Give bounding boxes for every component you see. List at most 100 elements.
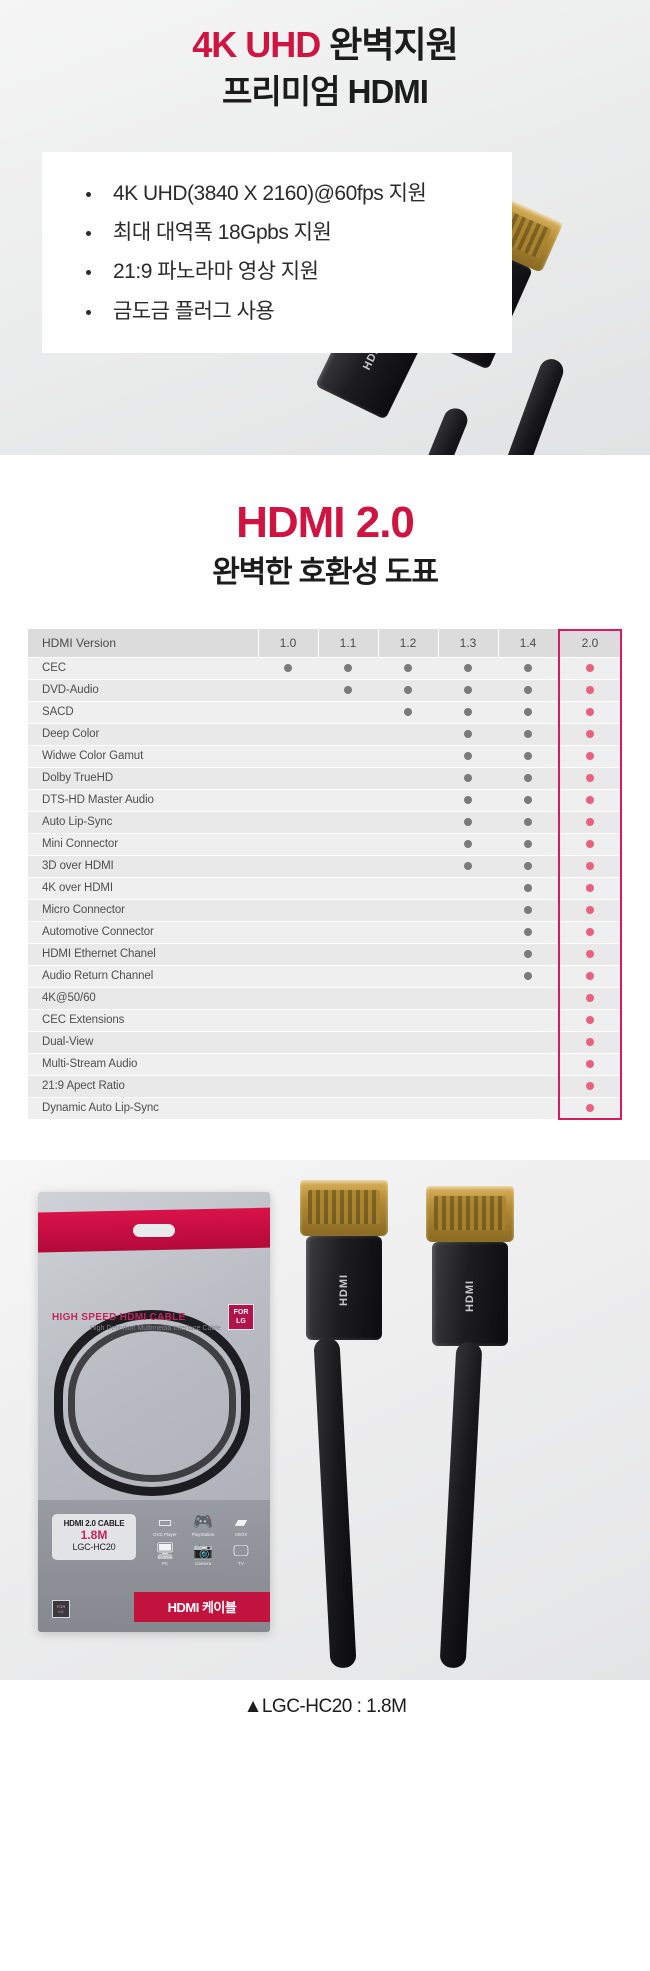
spec-item: 21:9 파노라마 영상 지원 [42, 252, 512, 291]
hero-title-line1: 4K UHD 완벽지원 [0, 22, 650, 67]
support-cell [438, 679, 498, 702]
column-header-v20: 2.0 [558, 629, 623, 658]
support-cell [378, 943, 438, 966]
feature-name-cell: CEC Extensions [28, 1009, 258, 1032]
supported-dot-icon [404, 708, 412, 717]
dvd-player-icon-glyph: ▭ [157, 1513, 173, 1531]
camera-icon-glyph: 📷 [193, 1542, 213, 1560]
feature-name-cell: Deep Color [28, 723, 258, 746]
table-row: DVD-Audio [28, 679, 622, 702]
spec-item: 4K UHD(3840 X 2160)@60fps 지원 [42, 174, 512, 213]
support-cell [258, 745, 318, 768]
for-lg-badge-line1: FOR [233, 1308, 249, 1316]
tv-icon-caption: TV [238, 1560, 244, 1566]
support-cell [318, 921, 378, 944]
support-cell [378, 723, 438, 746]
support-cell [558, 833, 622, 856]
table-row: HDMI Ethernet Chanel [28, 943, 622, 966]
support-cell [378, 987, 438, 1010]
supported-dot-icon [586, 664, 594, 673]
support-cell [558, 679, 622, 702]
cable-rear [489, 355, 567, 455]
support-cell [318, 899, 378, 922]
support-cell [558, 1009, 622, 1032]
supported-dot-icon [586, 752, 594, 761]
supported-dot-icon [586, 1016, 594, 1025]
hero-title-rest: 완벽지원 [320, 24, 458, 65]
support-cell [258, 1031, 318, 1054]
supported-dot-icon [464, 686, 472, 695]
supported-dot-icon [586, 1082, 594, 1091]
table-row: 4K@50/60 [28, 987, 622, 1010]
support-cell [318, 745, 378, 768]
cable-coil-outer [54, 1309, 250, 1496]
bullet-icon [86, 192, 91, 197]
support-cell [378, 679, 438, 702]
feature-name-cell: Multi-Stream Audio [28, 1053, 258, 1076]
package-brand-subtext: High Definition Multimedia Interface Cab… [90, 1324, 221, 1332]
supported-dot-icon [586, 730, 594, 739]
support-cell [378, 1009, 438, 1032]
supported-dot-icon [524, 906, 532, 915]
column-header-feature: HDMI Version [28, 629, 259, 658]
feature-name-cell: CEC [28, 657, 258, 680]
support-cell [438, 899, 498, 922]
compatibility-section: HDMI 2.0 완벽한 호환성 도표 HDMI Version 1.0 1.1… [0, 455, 650, 1160]
spec-item-label: 금도금 플러그 사용 [113, 299, 275, 323]
support-cell [558, 723, 622, 746]
pc-icon-caption: PC [161, 1560, 169, 1566]
supported-dot-icon [464, 862, 472, 871]
support-cell [438, 657, 498, 680]
support-cell [438, 789, 498, 812]
camera-icon: 📷 Camera [186, 1543, 220, 1566]
supported-dot-icon [524, 972, 532, 981]
product-caption: ▲LGC-HC20 : 1.8M [0, 1679, 650, 1740]
tv-icon: 🖵 TV [224, 1543, 258, 1566]
supported-dot-icon [586, 1060, 594, 1069]
support-cell [378, 1075, 438, 1098]
supported-dot-icon [464, 730, 472, 739]
support-cell [558, 987, 622, 1010]
compatibility-title: HDMI 2.0 [236, 498, 415, 547]
support-cell [378, 767, 438, 790]
table-row: 4K over HDMI [28, 877, 622, 900]
supported-dot-icon [464, 796, 472, 805]
support-cell [558, 1031, 622, 1054]
support-cell [558, 767, 622, 790]
support-cell [258, 767, 318, 790]
support-cell [498, 657, 558, 680]
package-spec-model: LGC-HC20 [72, 1541, 116, 1552]
support-cell [318, 1031, 378, 1054]
package-red-label: HDMI 케이블 [134, 1591, 270, 1622]
supported-dot-icon [524, 664, 532, 673]
support-cell [318, 833, 378, 856]
support-cell [258, 1075, 318, 1098]
package-spec-block: HDMI 2.0 CABLE 1.8M LGC-HC20 [52, 1513, 136, 1560]
support-cell [438, 965, 498, 988]
support-cell [558, 789, 622, 812]
supported-dot-icon [464, 818, 472, 827]
table-row: Automotive Connector [28, 921, 622, 944]
support-cell [258, 899, 318, 922]
supported-dot-icon [586, 774, 594, 783]
support-cell [558, 811, 622, 834]
supported-dot-icon [586, 796, 594, 805]
table-header-row: HDMI Version 1.0 1.1 1.2 1.3 1.4 2.0 [28, 629, 623, 658]
hero-subtitle: 프리미엄 HDMI [222, 73, 429, 110]
supported-dot-icon [524, 708, 532, 717]
table-row: Mini Connector [28, 833, 622, 856]
supported-dot-icon [464, 664, 472, 673]
support-cell [558, 1097, 622, 1120]
support-cell [318, 1075, 378, 1098]
package-small-badge: FOR LG [52, 1599, 70, 1618]
supported-dot-icon [404, 664, 412, 673]
support-cell [558, 657, 622, 680]
support-cell [258, 833, 318, 856]
supported-dot-icon [524, 818, 532, 827]
support-cell [258, 1097, 318, 1120]
feature-name-cell: HDMI Ethernet Chanel [28, 943, 258, 966]
support-cell [318, 1097, 378, 1120]
spec-item: 최대 대역폭 18Gpbs 지원 [42, 213, 512, 252]
hero-heading-group: 4K UHD 완벽지원 프리미엄 HDMI [0, 0, 650, 114]
table-row: Widwe Color Gamut [28, 745, 622, 768]
